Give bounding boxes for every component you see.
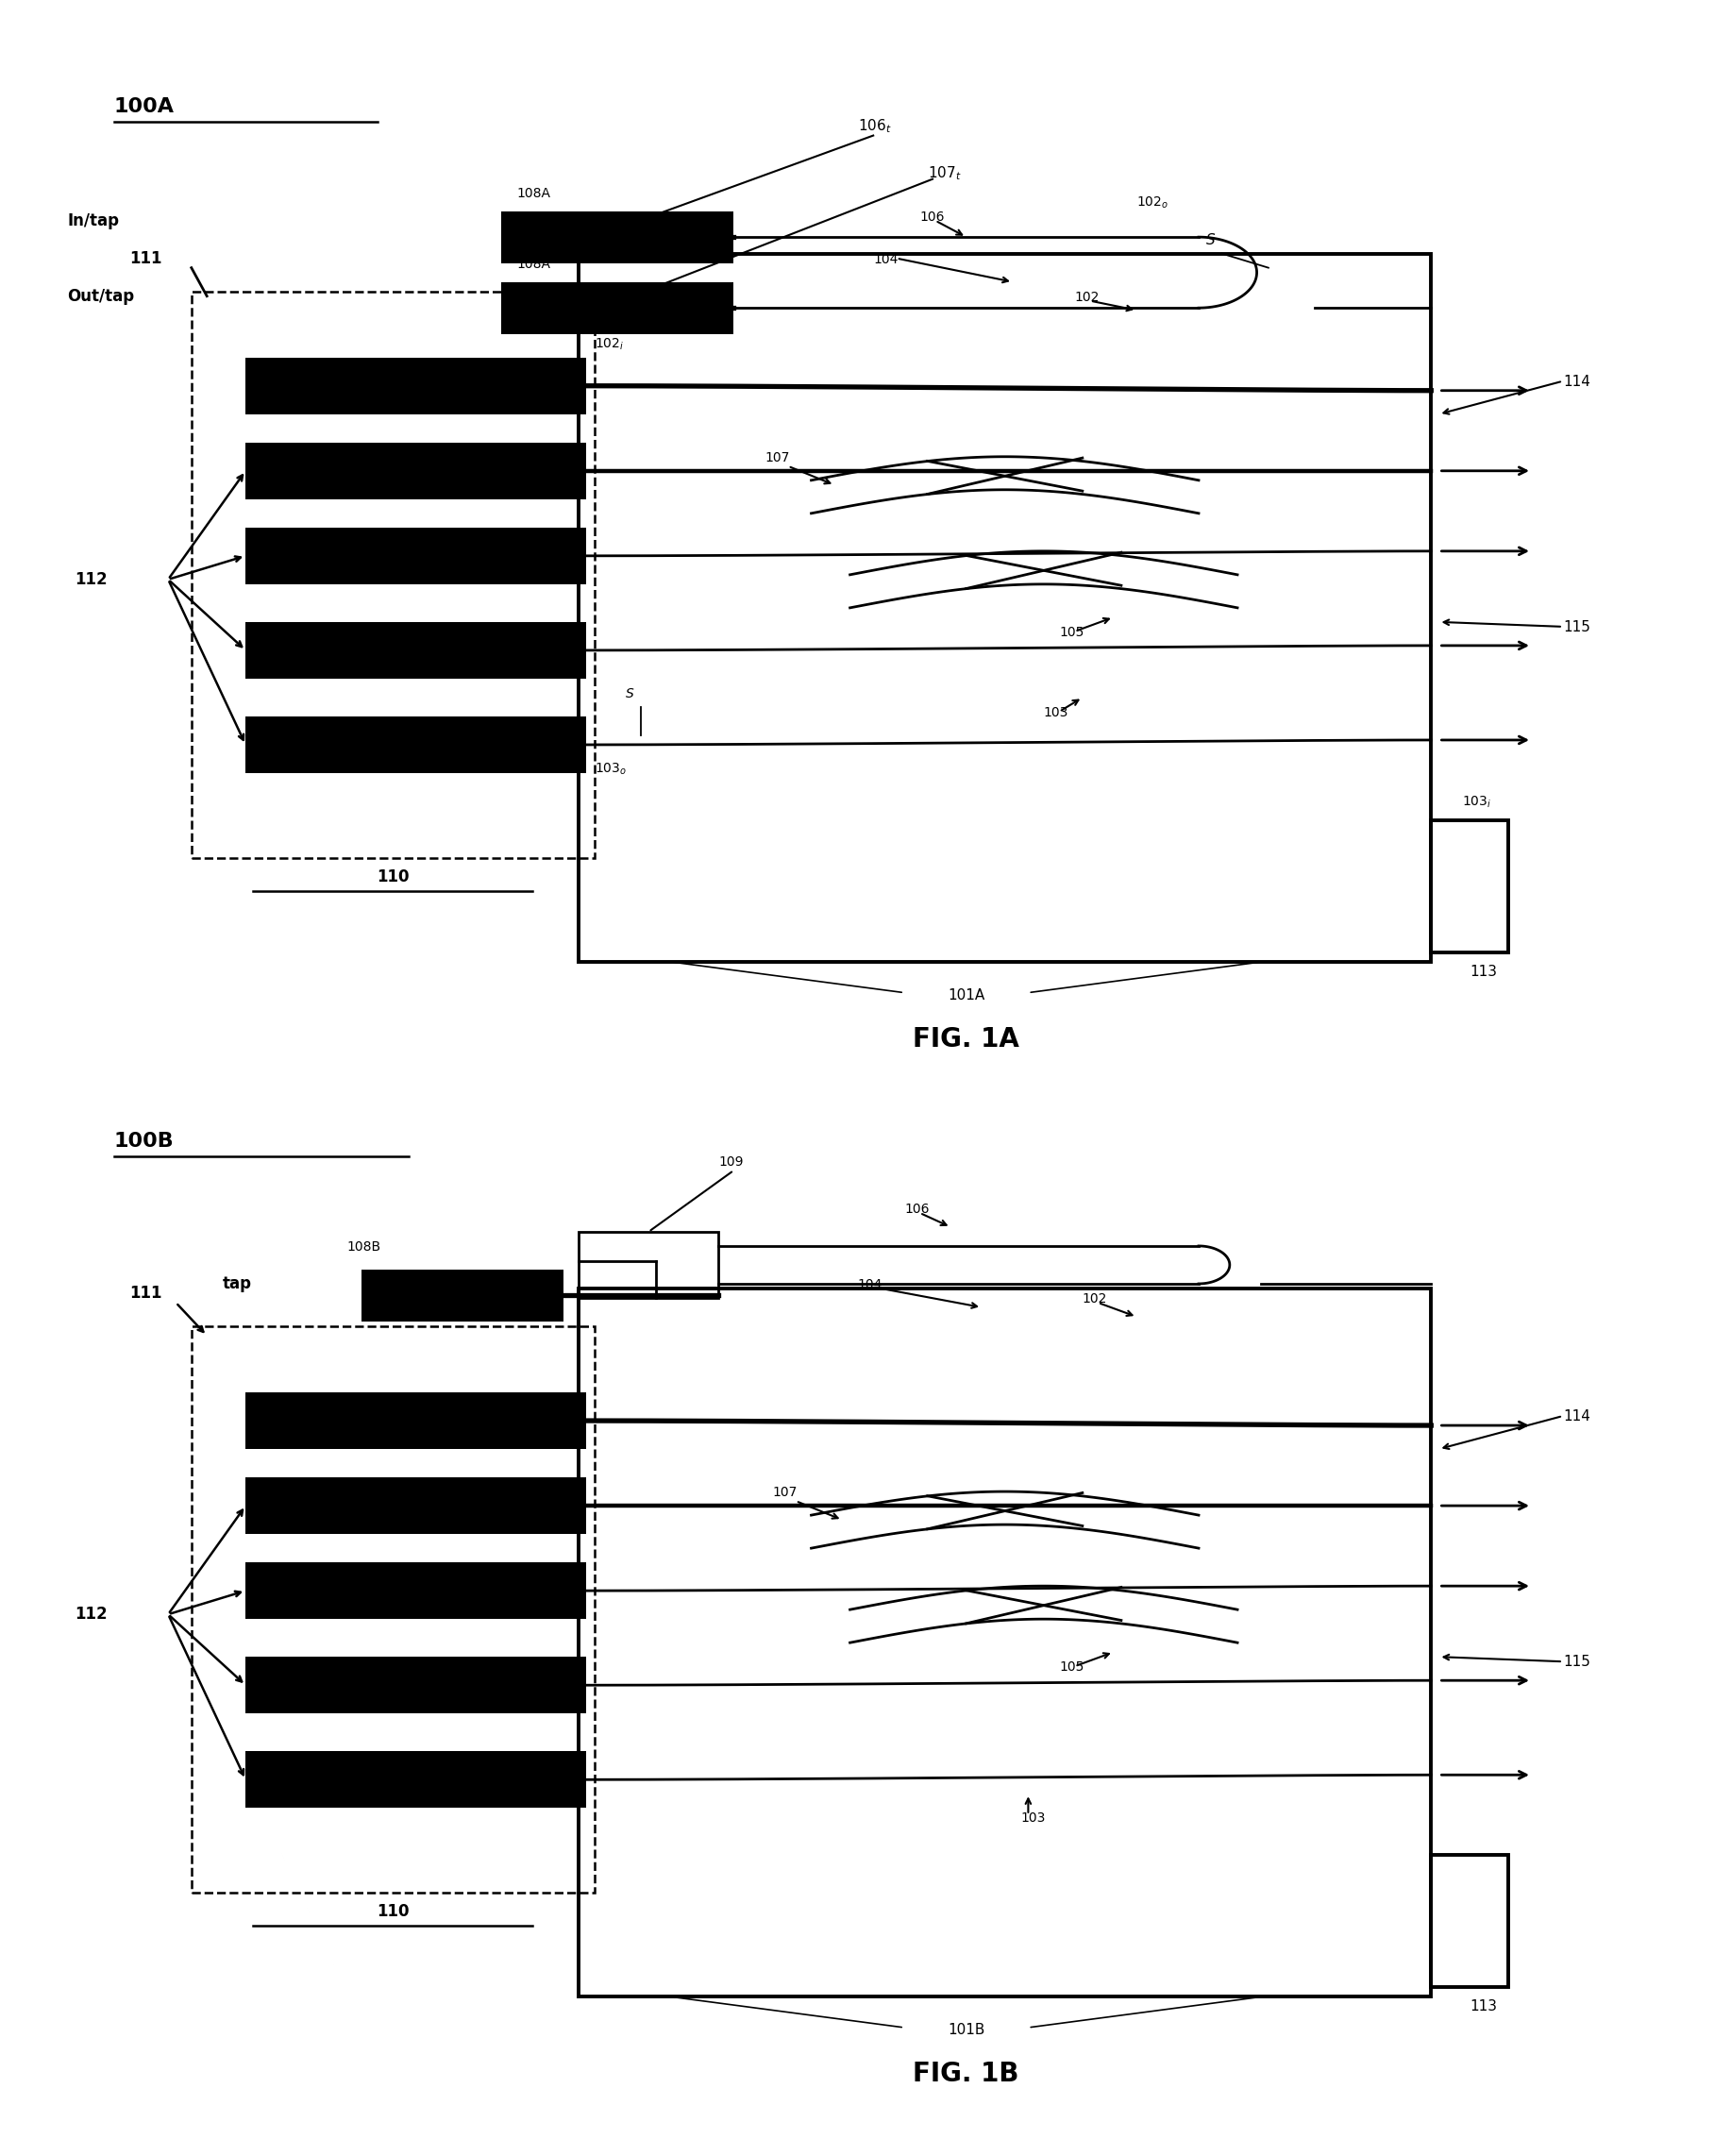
Text: 110: 110 <box>377 1904 409 1921</box>
Text: 106: 106 <box>904 1203 930 1216</box>
Text: S: S <box>625 688 634 701</box>
Text: 101A: 101A <box>947 987 985 1003</box>
Text: Out/tap: Out/tap <box>68 287 135 304</box>
Text: 115: 115 <box>1563 621 1591 634</box>
Text: S: S <box>1207 233 1215 248</box>
Bar <box>578 254 1432 962</box>
Text: 107: 107 <box>765 451 789 464</box>
Text: 107: 107 <box>772 1485 798 1498</box>
Text: 108A': 108A' <box>518 257 554 272</box>
Bar <box>578 1289 1432 1996</box>
Text: 106$_t$: 106$_t$ <box>859 119 891 136</box>
Bar <box>246 1656 587 1714</box>
Text: 105: 105 <box>1059 625 1084 638</box>
Text: 103$_i$: 103$_i$ <box>1463 796 1492 811</box>
Text: 103: 103 <box>1044 705 1068 720</box>
Text: 113: 113 <box>1470 2001 1497 2014</box>
Bar <box>1432 1854 1509 1988</box>
Text: 102$_o$: 102$_o$ <box>1137 194 1168 211</box>
Text: 114: 114 <box>1563 375 1591 388</box>
Bar <box>246 358 587 414</box>
Text: 105: 105 <box>1059 1660 1084 1673</box>
Text: 111: 111 <box>130 250 163 267</box>
Text: 107$_t$: 107$_t$ <box>928 164 961 183</box>
Text: FIG. 1A: FIG. 1A <box>912 1026 1020 1052</box>
Bar <box>192 291 594 858</box>
Text: 100A: 100A <box>114 97 175 116</box>
Bar <box>246 716 587 774</box>
Text: 102: 102 <box>1075 291 1099 304</box>
Text: tap: tap <box>222 1274 251 1291</box>
Text: 112: 112 <box>74 1606 107 1623</box>
Text: 101B: 101B <box>947 2022 985 2037</box>
Text: 102$_i$: 102$_i$ <box>594 336 623 351</box>
Bar <box>246 528 587 584</box>
Bar <box>246 1563 587 1619</box>
Bar <box>246 1477 587 1535</box>
Text: 110: 110 <box>377 869 409 886</box>
Bar <box>246 442 587 500</box>
Text: FIG. 1B: FIG. 1B <box>914 2061 1020 2087</box>
Bar <box>246 1751 587 1809</box>
Text: 111: 111 <box>130 1285 163 1302</box>
Text: 115: 115 <box>1563 1656 1591 1669</box>
Text: 104: 104 <box>872 252 898 265</box>
Text: 100B: 100B <box>114 1132 175 1151</box>
Text: 108A: 108A <box>518 188 550 201</box>
Text: 106: 106 <box>919 209 945 224</box>
Bar <box>502 211 734 263</box>
Text: 114: 114 <box>1563 1410 1591 1423</box>
Text: In/tap: In/tap <box>68 211 119 229</box>
Text: 104: 104 <box>859 1279 883 1291</box>
Text: 112: 112 <box>74 571 107 589</box>
Text: 109: 109 <box>718 1156 743 1169</box>
Bar <box>1432 819 1509 953</box>
Bar <box>246 621 587 679</box>
Text: 102: 102 <box>1082 1291 1108 1307</box>
Text: 103: 103 <box>1021 1811 1046 1824</box>
Bar <box>502 282 734 334</box>
Text: 113: 113 <box>1470 966 1497 979</box>
Bar <box>578 1231 718 1298</box>
Text: 103$_o$: 103$_o$ <box>594 761 627 776</box>
Bar <box>192 1326 594 1893</box>
Bar <box>362 1270 563 1322</box>
Text: 108B: 108B <box>346 1240 381 1253</box>
Bar <box>246 1393 587 1449</box>
